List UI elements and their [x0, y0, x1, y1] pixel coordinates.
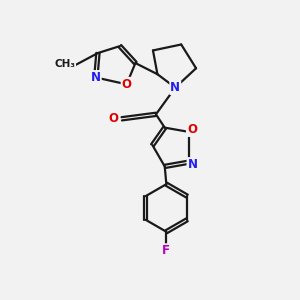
Text: N: N — [91, 71, 101, 84]
Text: O: O — [187, 123, 197, 136]
Text: N: N — [188, 158, 197, 171]
Text: O: O — [108, 112, 118, 125]
Text: CH₃: CH₃ — [54, 59, 75, 69]
Text: F: F — [162, 244, 170, 257]
Text: O: O — [122, 78, 132, 91]
Text: N: N — [170, 81, 180, 94]
